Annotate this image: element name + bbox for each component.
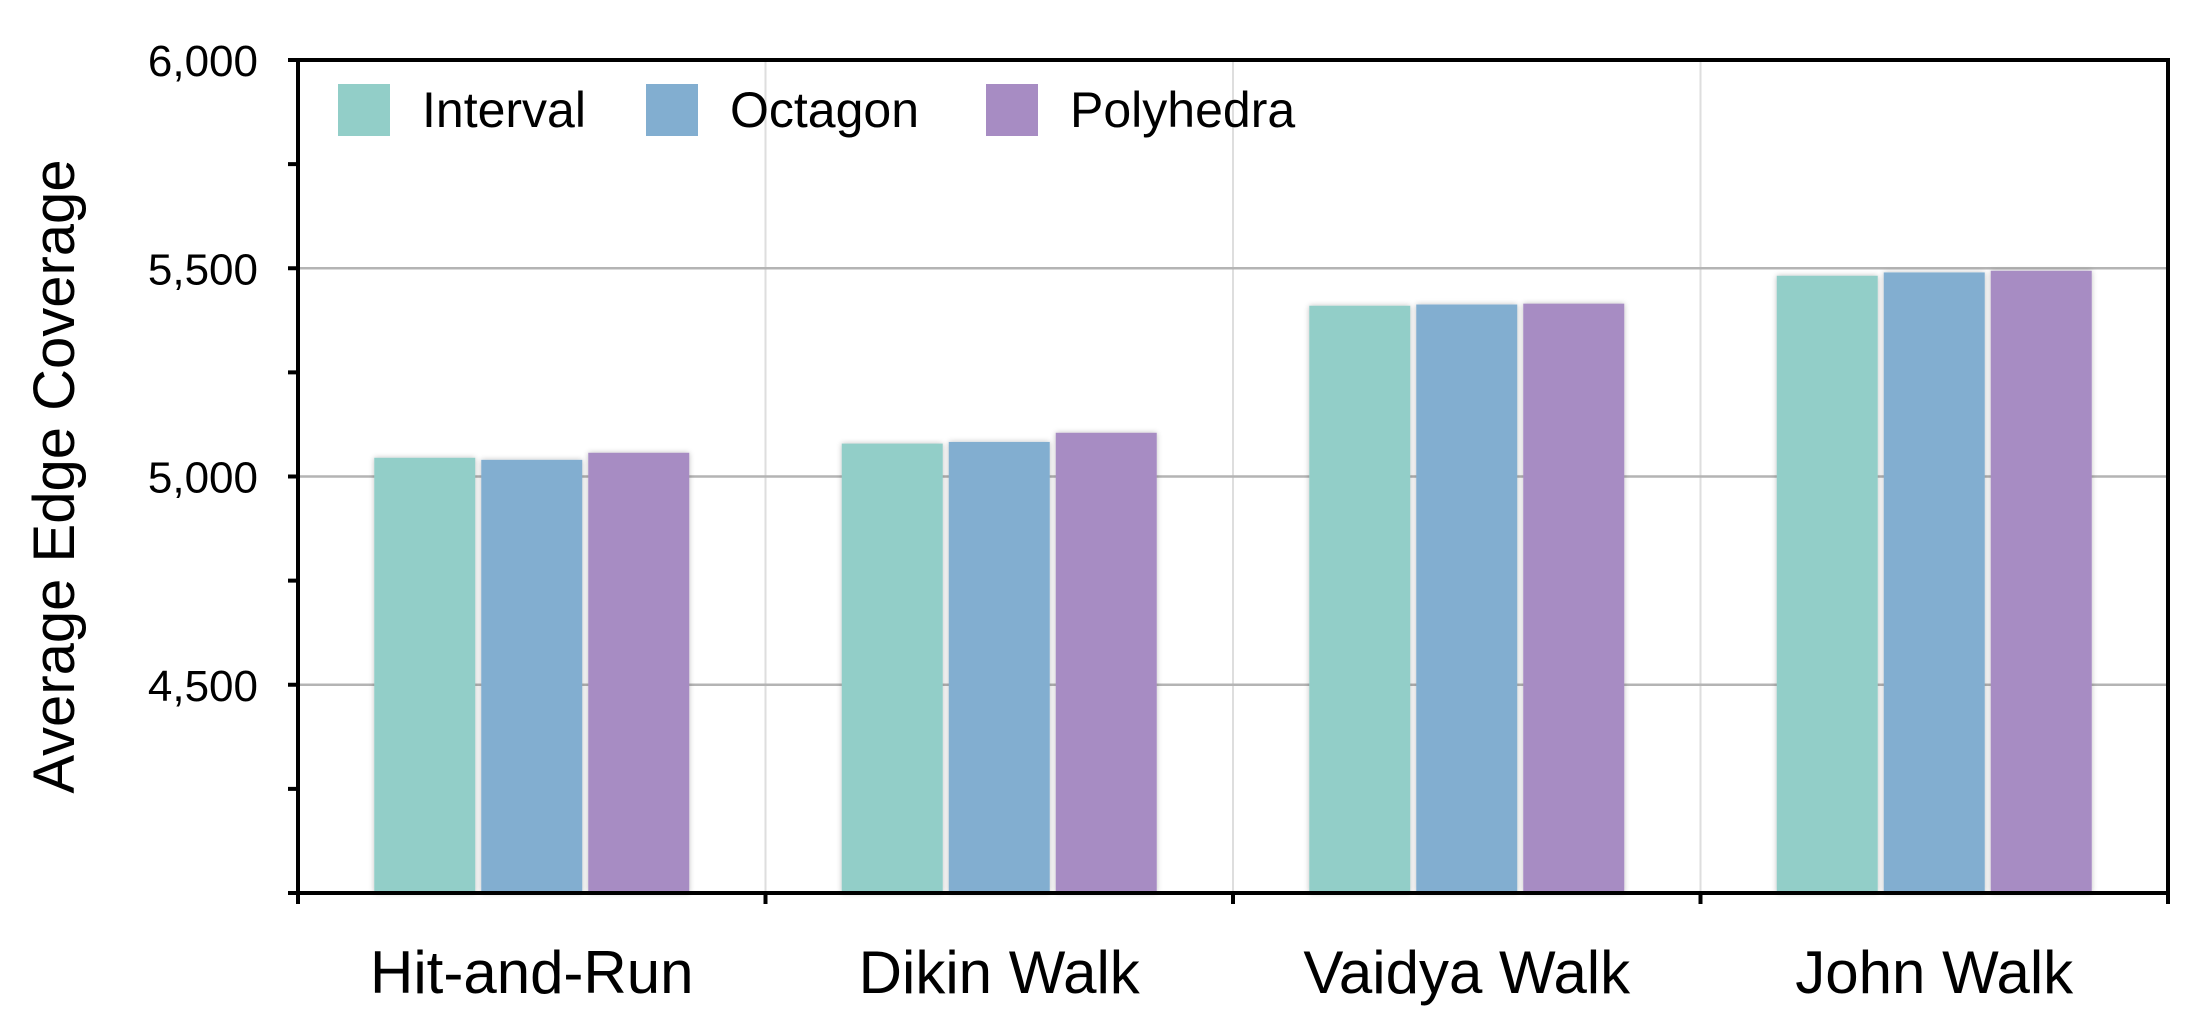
y-tick-label: 5,500 bbox=[148, 245, 258, 294]
y-tick-label: 6,000 bbox=[148, 37, 258, 86]
y-axis-title: Average Edge Coverage bbox=[22, 159, 87, 793]
bar-polyhedra-1 bbox=[1055, 432, 1157, 893]
legend-item-polyhedra: Polyhedra bbox=[986, 82, 1295, 138]
bar-interval-2 bbox=[1309, 305, 1411, 893]
bars bbox=[374, 270, 2092, 894]
bar-octagon-0 bbox=[481, 459, 583, 893]
y-tick-label: 4,500 bbox=[148, 662, 258, 711]
bar-octagon-1 bbox=[948, 441, 1050, 893]
bar-polyhedra-3 bbox=[1990, 270, 2092, 893]
legend: Interval Octagon Polyhedra bbox=[338, 82, 1295, 138]
legend-label: Interval bbox=[422, 82, 586, 138]
bar-octagon-2 bbox=[1416, 304, 1518, 894]
bar-polyhedra-2 bbox=[1523, 303, 1625, 894]
x-category-label: Vaidya Walk bbox=[1303, 939, 1631, 1006]
y-axis-tick-labels: 4,500 5,000 5,500 6,000 bbox=[148, 37, 258, 711]
axis-ticks bbox=[288, 58, 2170, 904]
x-category-label: Dikin Walk bbox=[859, 939, 1141, 1006]
legend-item-interval: Interval bbox=[338, 82, 586, 138]
legend-swatch bbox=[338, 84, 390, 136]
bar-interval-0 bbox=[374, 457, 476, 893]
bar-octagon-3 bbox=[1883, 272, 1985, 893]
legend-label: Polyhedra bbox=[1070, 82, 1295, 138]
x-category-label: John Walk bbox=[1795, 939, 2074, 1006]
bar-interval-3 bbox=[1776, 275, 1878, 893]
legend-item-octagon: Octagon bbox=[646, 82, 919, 138]
x-axis-category-labels: Hit-and-Run Dikin Walk Vaidya Walk John Wal… bbox=[370, 939, 2074, 1006]
legend-label: Octagon bbox=[730, 82, 919, 138]
bar-polyhedra-0 bbox=[588, 452, 690, 893]
bar-interval-1 bbox=[841, 443, 943, 893]
legend-swatch bbox=[646, 84, 698, 136]
legend-swatch bbox=[986, 84, 1038, 136]
x-category-label: Hit-and-Run bbox=[370, 939, 693, 1006]
y-tick-label: 5,000 bbox=[148, 454, 258, 503]
